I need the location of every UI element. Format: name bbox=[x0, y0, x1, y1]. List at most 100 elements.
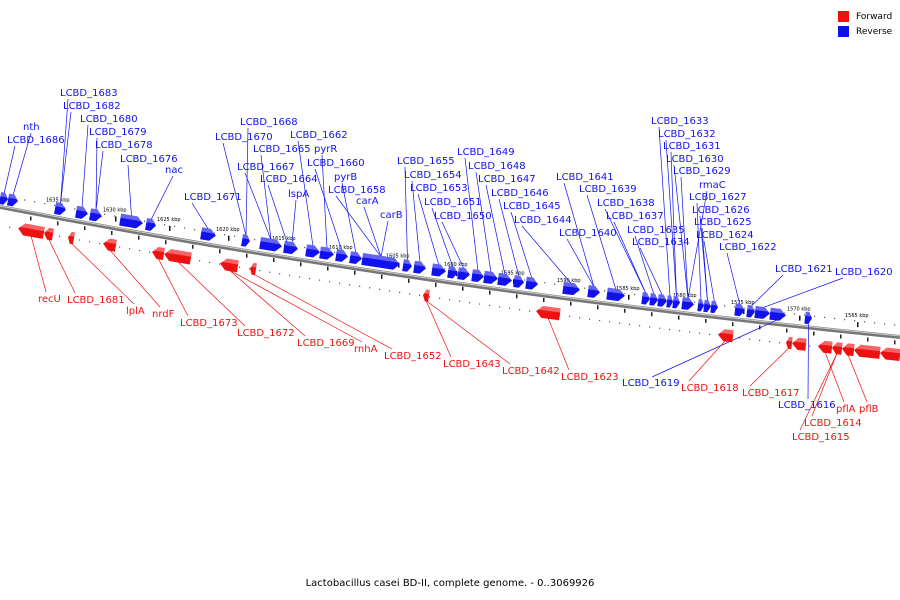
gene-arrow bbox=[447, 265, 458, 279]
minor-tick bbox=[381, 274, 383, 279]
reverse-leader-line bbox=[245, 127, 249, 236]
forward-leader-line bbox=[749, 347, 790, 387]
reverse-leader-line bbox=[411, 180, 421, 263]
gene-highlight bbox=[90, 208, 103, 215]
genome-backbone bbox=[0, 205, 900, 339]
forward-leader-line bbox=[70, 242, 135, 305]
track-dot bbox=[824, 316, 826, 319]
forward-gene bbox=[103, 237, 117, 252]
gene-highlight bbox=[667, 295, 674, 301]
reverse-leader-line bbox=[431, 207, 454, 268]
track-dot bbox=[754, 308, 756, 311]
track-dot bbox=[479, 303, 481, 305]
reverse-gene-label: LCBD_1633 bbox=[651, 116, 709, 127]
reverse-gene bbox=[7, 193, 19, 207]
reverse-gene bbox=[0, 192, 10, 205]
reverse-leader-line bbox=[475, 171, 492, 273]
reverse-leader-line bbox=[341, 182, 357, 254]
gene-arrow bbox=[103, 238, 117, 252]
gene-arrow bbox=[818, 340, 833, 354]
gene-arrow bbox=[657, 294, 667, 307]
reverse-gene-label: LCBD_1660 bbox=[307, 158, 365, 169]
gene-arrow bbox=[672, 296, 680, 309]
forward-leader-line bbox=[688, 340, 726, 382]
forward-gene-label: LCBD_1642 bbox=[502, 366, 560, 377]
gene-highlight bbox=[658, 294, 668, 300]
reverse-leader-line bbox=[586, 194, 617, 290]
reverse-gene-label: lspA bbox=[288, 189, 309, 200]
minor-tick bbox=[57, 221, 59, 226]
gene-arrow bbox=[786, 336, 793, 350]
track-dot bbox=[224, 234, 226, 236]
minor-tick bbox=[408, 278, 410, 283]
scale-tick-label: 1605 kbp bbox=[386, 254, 410, 260]
reverse-gene bbox=[754, 305, 771, 319]
reverse-leader-line bbox=[604, 208, 647, 294]
gene-highlight bbox=[44, 227, 54, 233]
legend-reverse: Reverse bbox=[838, 24, 892, 39]
reverse-gene-label: rmaC bbox=[699, 180, 726, 191]
minor-tick bbox=[732, 322, 734, 327]
gene-arrow bbox=[119, 213, 143, 229]
track-dot bbox=[349, 284, 351, 286]
track-dot bbox=[24, 199, 26, 201]
track-dot bbox=[389, 290, 391, 292]
minor-tick bbox=[759, 325, 761, 330]
gene-arrow bbox=[606, 287, 625, 302]
track-dot bbox=[114, 215, 116, 217]
reverse-gene-label: LCBD_1635 bbox=[627, 225, 685, 236]
reverse-leader-line bbox=[3, 145, 16, 194]
track-dot bbox=[524, 279, 526, 281]
reverse-gene-label: LCBD_1647 bbox=[478, 174, 536, 185]
reverse-gene bbox=[471, 269, 485, 283]
reverse-gene-label: LCBD_1650 bbox=[434, 211, 492, 222]
reverse-leader-line bbox=[807, 323, 809, 400]
track-dot bbox=[139, 249, 141, 252]
track-dot bbox=[584, 287, 586, 289]
track-dot bbox=[884, 323, 886, 325]
track-dot bbox=[64, 206, 66, 208]
reverse-leader-line bbox=[335, 195, 382, 258]
reverse-leader-line bbox=[701, 227, 708, 302]
forward-gene bbox=[818, 340, 833, 354]
reverse-gene bbox=[746, 305, 756, 318]
reverse-leader-line bbox=[639, 247, 663, 296]
track-dot bbox=[79, 239, 81, 241]
track-dot bbox=[164, 224, 166, 226]
forward-label-lines bbox=[30, 235, 868, 431]
gene-highlight bbox=[220, 257, 239, 265]
forward-gene bbox=[18, 222, 45, 239]
track-dot bbox=[544, 282, 546, 284]
gene-arrow bbox=[259, 237, 282, 252]
gene-arrow bbox=[241, 234, 250, 247]
reverse-gene bbox=[734, 303, 746, 317]
gene-arrow bbox=[769, 307, 786, 321]
track-dot bbox=[669, 328, 671, 331]
legend-forward: Forward bbox=[838, 9, 892, 24]
reverse-gene-label: LCBD_1665 bbox=[253, 144, 311, 155]
forward-gene-label: LCBD_1669 bbox=[297, 338, 355, 349]
minor-tick bbox=[354, 270, 356, 275]
minor-tick bbox=[273, 258, 275, 263]
forward-leader-line bbox=[252, 273, 393, 350]
gene-arrow bbox=[587, 285, 600, 298]
track-dot bbox=[259, 269, 261, 272]
legend: Forward Reverse bbox=[838, 9, 892, 39]
track-dot bbox=[254, 238, 256, 241]
track-dot bbox=[104, 213, 106, 215]
reverse-gene-label: LCBD_1641 bbox=[556, 172, 614, 183]
scale-tick-label: 1570 kbp bbox=[787, 307, 811, 313]
reverse-gene-label: LCBD_1631 bbox=[663, 141, 721, 152]
gene-highlight bbox=[0, 192, 10, 198]
gene-arrow bbox=[832, 342, 843, 355]
reverse-gene bbox=[649, 293, 659, 306]
reverse-gene bbox=[119, 213, 144, 229]
reverse-gene bbox=[413, 260, 427, 274]
reverse-leader-line bbox=[244, 172, 272, 240]
reverse-leader-line bbox=[680, 176, 689, 299]
gene-highlight bbox=[536, 305, 561, 313]
forward-genes bbox=[18, 222, 900, 361]
gene-arrow bbox=[402, 259, 412, 272]
reverse-leader-line bbox=[687, 190, 708, 299]
reverse-gene-label: carB bbox=[380, 210, 403, 221]
